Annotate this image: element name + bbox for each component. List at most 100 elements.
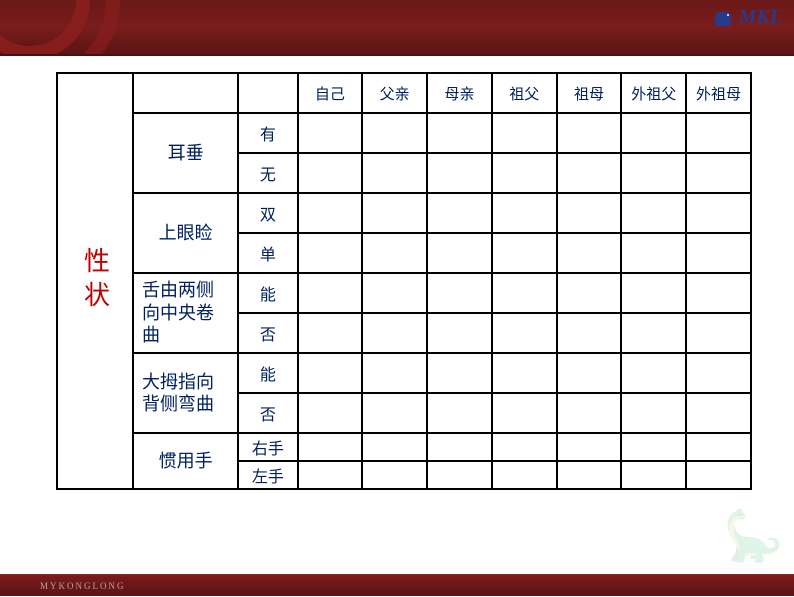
- footer-bar: MYKONGLONG: [0, 574, 794, 596]
- data-cell: [492, 233, 557, 273]
- option-label: 否: [238, 313, 297, 353]
- data-cell: [621, 313, 686, 353]
- data-cell: [621, 273, 686, 313]
- data-cell: [557, 393, 622, 433]
- trait-header-blank: [133, 73, 238, 113]
- option-label: 右手: [238, 433, 297, 461]
- option-label: 左手: [238, 461, 297, 489]
- data-cell: [621, 193, 686, 233]
- data-cell: [686, 153, 751, 193]
- person-header: 母亲: [427, 73, 492, 113]
- option-label: 无: [238, 153, 297, 193]
- option-header-blank: [238, 73, 297, 113]
- data-cell: [298, 193, 363, 233]
- data-cell: [427, 393, 492, 433]
- trait-label: 舌由两侧向中央卷曲: [133, 273, 238, 353]
- data-cell: [427, 193, 492, 233]
- data-cell: [298, 113, 363, 153]
- trait-label: 大拇指向背侧弯曲: [133, 353, 238, 433]
- data-cell: [427, 461, 492, 489]
- data-cell: [298, 273, 363, 313]
- data-cell: [427, 113, 492, 153]
- logo: MKL: [711, 6, 782, 29]
- data-cell: [686, 273, 751, 313]
- data-cell: [686, 113, 751, 153]
- data-cell: [621, 153, 686, 193]
- data-cell: [362, 461, 427, 489]
- data-cell: [298, 461, 363, 489]
- data-cell: [427, 153, 492, 193]
- data-cell: [362, 393, 427, 433]
- data-cell: [298, 433, 363, 461]
- dinosaur-icon: [711, 8, 735, 28]
- data-cell: [621, 233, 686, 273]
- option-label: 能: [238, 273, 297, 313]
- table-container: 性状自己父亲母亲祖父祖母外祖父外祖母耳垂有无上眼睑双单舌由两侧向中央卷曲能否大拇…: [56, 72, 752, 490]
- person-header: 父亲: [362, 73, 427, 113]
- trait-label: 上眼睑: [133, 193, 238, 273]
- option-label: 否: [238, 393, 297, 433]
- person-header: 外祖母: [686, 73, 751, 113]
- header-bar: MKL: [0, 0, 794, 56]
- data-cell: [362, 273, 427, 313]
- data-cell: [557, 233, 622, 273]
- data-cell: [362, 433, 427, 461]
- data-cell: [686, 393, 751, 433]
- data-cell: [621, 113, 686, 153]
- option-label: 有: [238, 113, 297, 153]
- person-header: 自己: [298, 73, 363, 113]
- data-cell: [298, 313, 363, 353]
- data-cell: [298, 393, 363, 433]
- trait-label: 惯用手: [133, 433, 238, 489]
- data-cell: [621, 393, 686, 433]
- data-cell: [362, 353, 427, 393]
- data-cell: [492, 461, 557, 489]
- data-cell: [298, 353, 363, 393]
- data-cell: [557, 353, 622, 393]
- data-cell: [557, 313, 622, 353]
- data-cell: [427, 353, 492, 393]
- data-cell: [557, 461, 622, 489]
- category-cell: 性状: [57, 73, 133, 489]
- option-label: 双: [238, 193, 297, 233]
- data-cell: [362, 313, 427, 353]
- data-cell: [492, 393, 557, 433]
- data-cell: [557, 273, 622, 313]
- data-cell: [557, 193, 622, 233]
- person-header: 祖母: [557, 73, 622, 113]
- data-cell: [686, 193, 751, 233]
- data-cell: [492, 433, 557, 461]
- data-cell: [492, 113, 557, 153]
- data-cell: [427, 273, 492, 313]
- data-cell: [686, 353, 751, 393]
- data-cell: [298, 233, 363, 273]
- data-cell: [557, 113, 622, 153]
- data-cell: [686, 313, 751, 353]
- data-cell: [492, 193, 557, 233]
- data-cell: [492, 353, 557, 393]
- data-cell: [362, 233, 427, 273]
- data-cell: [557, 153, 622, 193]
- data-cell: [686, 233, 751, 273]
- trait-label: 耳垂: [133, 113, 238, 193]
- footer-text: MYKONGLONG: [40, 581, 126, 591]
- watermark: 🦕: [719, 507, 786, 566]
- data-cell: [427, 313, 492, 353]
- data-cell: [621, 461, 686, 489]
- data-cell: [362, 193, 427, 233]
- option-label: 能: [238, 353, 297, 393]
- data-cell: [621, 353, 686, 393]
- data-cell: [427, 233, 492, 273]
- option-label: 单: [238, 233, 297, 273]
- data-cell: [621, 433, 686, 461]
- data-cell: [686, 461, 751, 489]
- data-cell: [298, 153, 363, 193]
- data-cell: [362, 153, 427, 193]
- data-cell: [557, 433, 622, 461]
- person-header: 外祖父: [621, 73, 686, 113]
- data-cell: [492, 313, 557, 353]
- data-cell: [686, 433, 751, 461]
- person-header: 祖父: [492, 73, 557, 113]
- data-cell: [427, 433, 492, 461]
- data-cell: [492, 273, 557, 313]
